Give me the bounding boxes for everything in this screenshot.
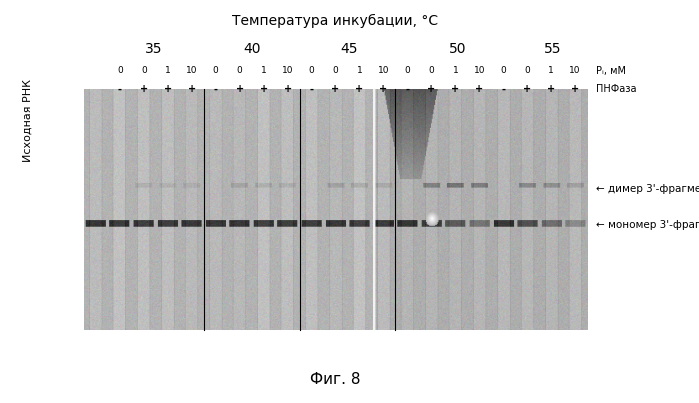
Text: 0: 0 xyxy=(500,66,506,75)
Text: Pᵢ, мМ: Pᵢ, мМ xyxy=(596,66,626,75)
Text: ПНФаза: ПНФаза xyxy=(596,85,637,94)
Text: 10: 10 xyxy=(570,66,581,75)
Text: 1: 1 xyxy=(548,66,554,75)
Text: 0: 0 xyxy=(117,66,123,75)
Text: 0: 0 xyxy=(309,66,315,75)
Text: +: + xyxy=(571,85,579,94)
Text: 0: 0 xyxy=(333,66,338,75)
Text: 1: 1 xyxy=(356,66,362,75)
Text: +: + xyxy=(164,85,172,94)
Text: -: - xyxy=(501,85,505,94)
Text: 10: 10 xyxy=(282,66,294,75)
Text: 10: 10 xyxy=(377,66,389,75)
Text: +: + xyxy=(331,85,340,94)
Text: 50: 50 xyxy=(449,42,467,56)
Text: 55: 55 xyxy=(543,42,561,56)
Text: 0: 0 xyxy=(405,66,410,75)
Text: +: + xyxy=(475,85,484,94)
Text: +: + xyxy=(259,85,268,94)
Text: Температура инкубации, °C: Температура инкубации, °C xyxy=(233,14,438,28)
Text: 1: 1 xyxy=(261,66,266,75)
Text: 0: 0 xyxy=(237,66,243,75)
Text: -: - xyxy=(310,85,314,94)
Text: 0: 0 xyxy=(141,66,147,75)
Text: +: + xyxy=(523,85,531,94)
Text: -: - xyxy=(405,85,410,94)
Text: +: + xyxy=(236,85,244,94)
Text: 40: 40 xyxy=(243,42,261,56)
Text: -: - xyxy=(214,85,217,94)
Text: 0: 0 xyxy=(212,66,219,75)
Text: +: + xyxy=(427,85,435,94)
Text: +: + xyxy=(452,85,459,94)
Text: +: + xyxy=(140,85,148,94)
Text: ← мономер 3'-фрагмента: ← мономер 3'-фрагмента xyxy=(596,220,699,230)
Text: 10: 10 xyxy=(473,66,485,75)
Text: 35: 35 xyxy=(145,42,163,56)
Text: +: + xyxy=(355,85,363,94)
Text: +: + xyxy=(284,85,291,94)
Text: Исходная РНК: Исходная РНК xyxy=(23,79,33,162)
Text: +: + xyxy=(187,85,196,94)
Text: 1: 1 xyxy=(165,66,171,75)
Text: 45: 45 xyxy=(340,42,359,56)
Text: 1: 1 xyxy=(452,66,459,75)
Text: -: - xyxy=(118,85,122,94)
Text: +: + xyxy=(380,85,387,94)
Text: Фиг. 8: Фиг. 8 xyxy=(310,372,361,387)
Text: ← димер 3'-фрагмента: ← димер 3'-фрагмента xyxy=(596,184,699,194)
Text: 0: 0 xyxy=(524,66,530,75)
Text: 0: 0 xyxy=(428,66,434,75)
Text: 10: 10 xyxy=(186,66,198,75)
Text: +: + xyxy=(547,85,555,94)
